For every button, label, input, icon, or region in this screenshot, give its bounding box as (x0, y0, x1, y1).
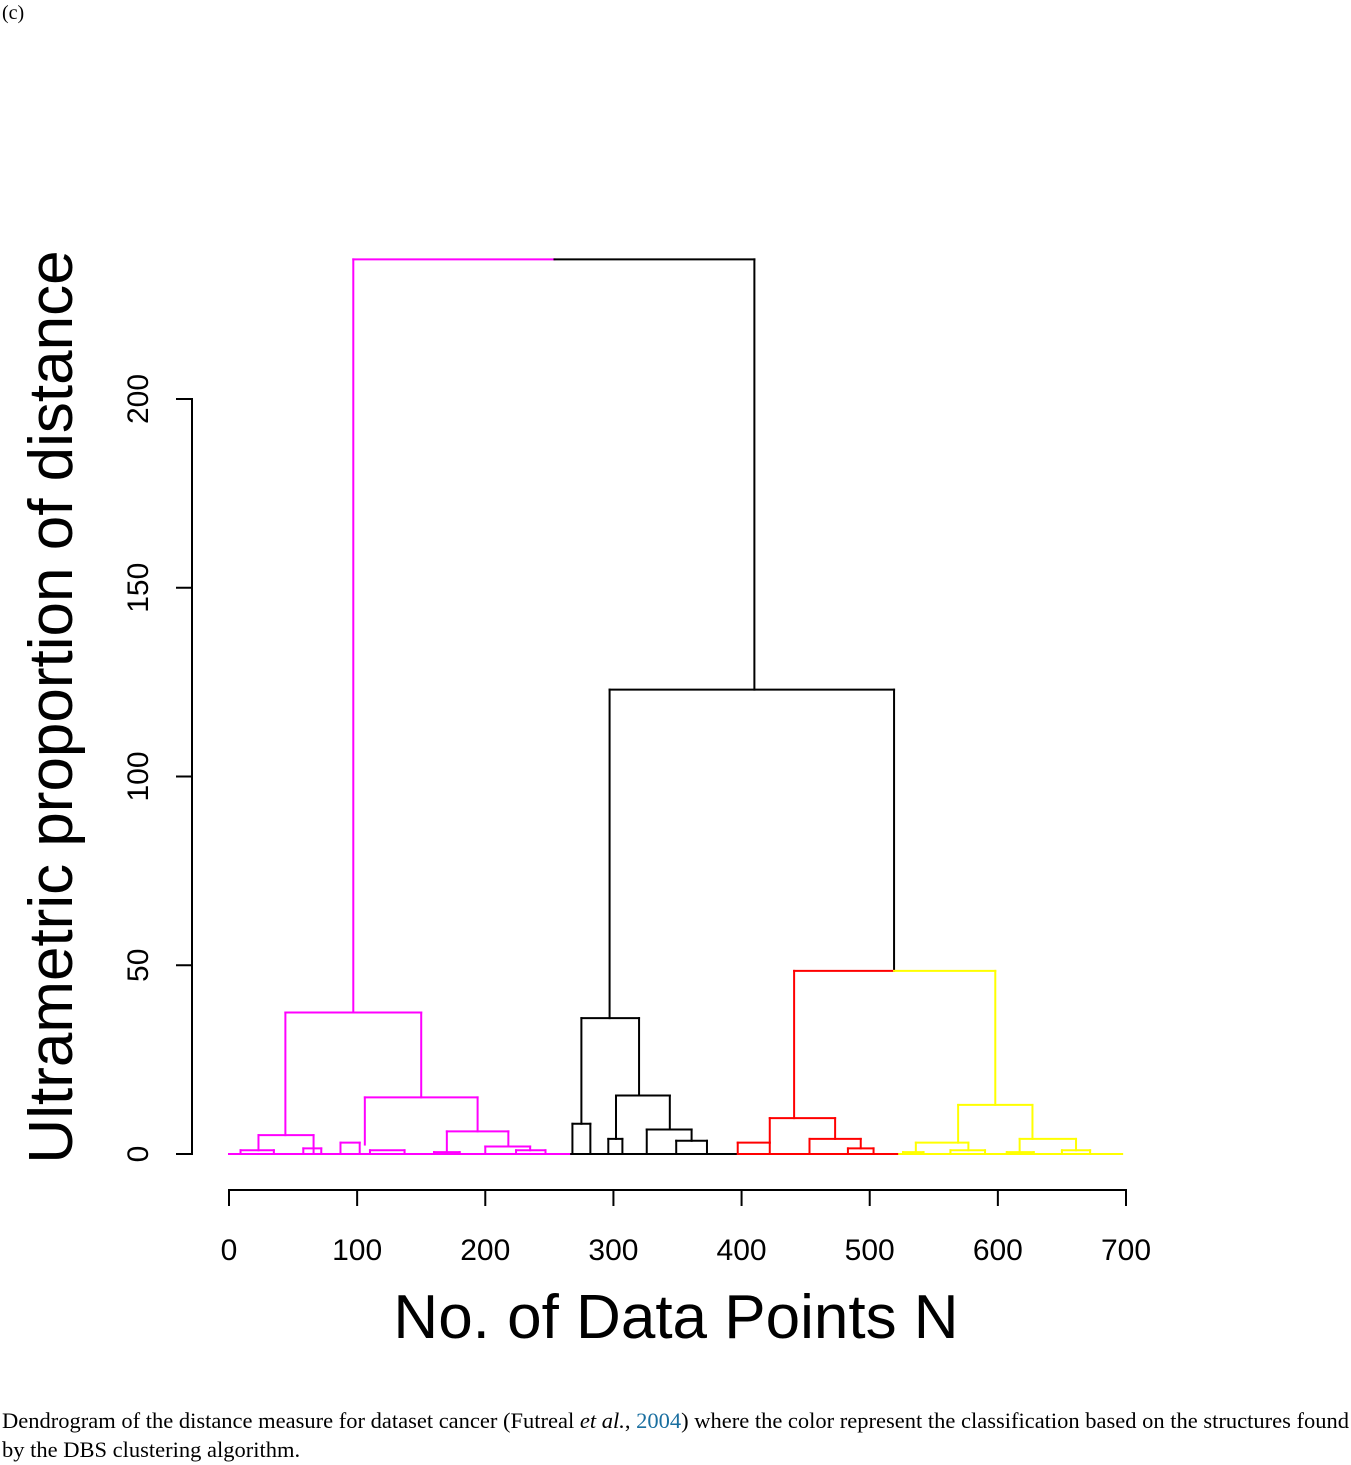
x-tick-label: 500 (845, 1234, 895, 1267)
y-tick-label: 100 (122, 751, 155, 801)
x-tick-label: 700 (1101, 1234, 1151, 1267)
x-axis: 0 100 200 300 400 500 600 700 (221, 1189, 1151, 1267)
panel-label: (c) (2, 2, 25, 24)
y-axis-title: Ultrametric proportion of distance (17, 250, 86, 1163)
dendrogram-branches (239, 258, 1092, 1155)
y-tick-label: 50 (122, 949, 155, 982)
x-tick-label: 200 (460, 1234, 510, 1267)
x-tick-label: 400 (717, 1234, 767, 1267)
caption-text-start: Dendrogram of the distance measure for d… (2, 1408, 580, 1433)
caption-et-al: et al. (579, 1408, 625, 1433)
x-tick-label: 300 (588, 1234, 638, 1267)
y-axis: 0 50 100 150 200 (122, 374, 193, 1163)
x-axis-title: No. of Data Points N (393, 1283, 958, 1352)
x-tick-label: 0 (221, 1234, 238, 1267)
caption-citation-year[interactable]: 2004 (636, 1408, 682, 1433)
x-tick-label: 600 (973, 1234, 1023, 1267)
y-tick-label: 150 (122, 563, 155, 613)
figure-caption: Dendrogram of the distance measure for d… (2, 1406, 1351, 1464)
caption-text-end: ) where the color represent the classifi… (2, 1408, 1349, 1462)
dendrogram-chart: 0 50 100 150 200 0 100 200 300 400 500 600 700 No. … (17, 250, 1151, 1352)
y-tick-label: 200 (122, 374, 155, 424)
y-tick-label: 0 (122, 1146, 155, 1163)
caption-comma: , (624, 1408, 637, 1433)
x-tick-label: 100 (332, 1234, 382, 1267)
